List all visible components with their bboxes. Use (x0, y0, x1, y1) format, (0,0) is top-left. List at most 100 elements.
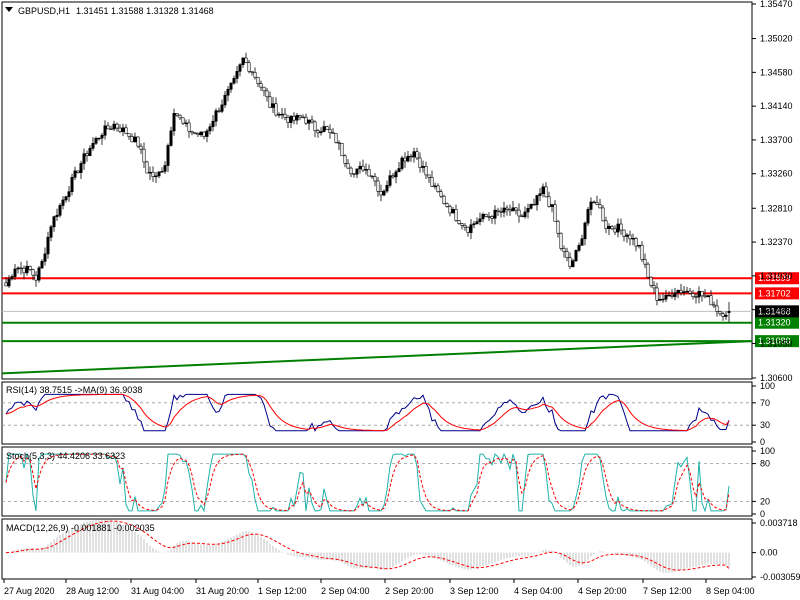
time-tick-label: 3 Sep 12:00 (450, 586, 499, 596)
candle (424, 166, 428, 176)
candle (193, 132, 197, 134)
candle (613, 228, 617, 233)
candle (526, 208, 530, 213)
macd-pane[interactable] (1, 518, 753, 580)
time-tick-label: 2 Sep 20:00 (385, 586, 434, 596)
candle (247, 62, 251, 72)
candle (163, 165, 167, 172)
candle (460, 223, 464, 226)
rsi-tick-label: 0 (760, 437, 765, 447)
candle (598, 204, 602, 209)
candle (328, 129, 332, 133)
candle (208, 126, 212, 132)
candle (346, 163, 350, 169)
candle (112, 123, 116, 130)
candle (130, 136, 134, 143)
price-tick-label: 1.34580 (760, 67, 793, 77)
candle (721, 313, 725, 317)
time-tick-label: 2 Sep 04:00 (321, 586, 370, 596)
candle (340, 142, 344, 157)
candle (226, 88, 230, 96)
candle (583, 222, 587, 240)
stoch-pane[interactable] (1, 446, 753, 517)
candle (469, 224, 473, 233)
candle (475, 221, 479, 224)
candle (271, 103, 275, 108)
candle (421, 166, 425, 168)
rsi-layer: 100 70 30 0 (2, 381, 775, 447)
candle (691, 293, 695, 298)
candle (592, 201, 596, 204)
candle (709, 295, 713, 306)
time-tick-label: 31 Aug 04:00 (131, 586, 184, 596)
candle (148, 171, 152, 174)
candle (13, 268, 17, 277)
candle (430, 177, 434, 187)
candle (544, 186, 548, 198)
candle (325, 126, 329, 130)
candle (499, 211, 503, 213)
candle (169, 130, 173, 146)
candle (319, 131, 323, 134)
rsi-tick-label: 70 (760, 398, 770, 408)
candle (517, 209, 521, 217)
candle (85, 153, 89, 156)
candle (19, 267, 23, 270)
candle (382, 190, 386, 196)
macd-tick-label: 0.003718 (760, 518, 798, 528)
candle (637, 244, 641, 247)
collapse-arrow-icon[interactable] (5, 7, 13, 12)
candle (223, 94, 227, 106)
candle (295, 115, 299, 121)
macd-tick-label: 0.00 (760, 548, 778, 558)
candle (4, 282, 8, 287)
candle (484, 213, 488, 217)
candle (643, 259, 647, 265)
candle (454, 209, 458, 221)
candle (244, 57, 248, 63)
candle (388, 175, 392, 186)
time-tick-label: 31 Aug 20:00 (196, 586, 249, 596)
candle (214, 110, 218, 122)
candle (133, 136, 137, 143)
candle (334, 133, 338, 143)
candle (70, 177, 74, 192)
candle (88, 148, 92, 156)
candle (103, 125, 107, 136)
stoch-main-line (5, 452, 730, 513)
candle (406, 155, 410, 162)
candle (142, 148, 146, 163)
candle (139, 145, 143, 150)
candle (121, 127, 125, 132)
candle (442, 195, 446, 204)
level-label-bg (755, 335, 799, 348)
candle (286, 117, 290, 123)
candle (523, 211, 527, 218)
candle (568, 257, 572, 267)
candle (664, 294, 668, 300)
macd-layer: 0.003718 0.00 -0.003059 (5, 518, 800, 582)
symbol-label: GBPUSD,H1 (18, 6, 70, 16)
candle (574, 250, 578, 262)
candle (37, 267, 41, 281)
candle (556, 221, 560, 234)
candle (28, 265, 32, 270)
rsi-pane[interactable] (1, 381, 753, 445)
candle (58, 205, 62, 216)
candle (541, 186, 545, 195)
candle (217, 110, 221, 112)
candle (655, 287, 659, 301)
trendline[interactable] (1, 340, 753, 375)
candle (685, 290, 689, 293)
candle (610, 225, 614, 230)
candle (94, 138, 98, 144)
candle (472, 223, 476, 226)
candle (370, 175, 374, 178)
level-label: 1.31899 (758, 273, 791, 283)
candle (118, 127, 122, 132)
candle (367, 169, 371, 177)
candle (715, 305, 719, 312)
candle (595, 202, 599, 205)
candle (400, 157, 404, 169)
